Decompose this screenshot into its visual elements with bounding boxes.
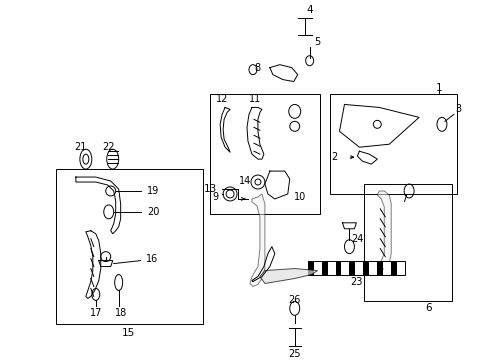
Text: 25: 25 [288,349,301,359]
Text: 26: 26 [288,296,300,305]
Bar [307,261,405,275]
Polygon shape [397,261,403,275]
Polygon shape [384,261,389,275]
Text: 24: 24 [350,234,363,244]
Polygon shape [377,261,383,275]
Text: 6: 6 [425,303,431,313]
Text: 22: 22 [102,142,115,152]
Text: 1: 1 [435,82,441,93]
Text: 4: 4 [305,5,312,15]
Polygon shape [390,261,396,275]
Text: 17: 17 [89,308,102,318]
Bar [329,94,456,194]
Polygon shape [260,269,317,283]
Text: 16: 16 [146,253,158,264]
Text: 23: 23 [349,278,362,288]
Polygon shape [307,261,313,275]
Polygon shape [321,261,327,275]
Text: 19: 19 [147,186,159,196]
Text: 13: 13 [203,184,216,194]
Text: 11: 11 [248,94,261,104]
Text: 15: 15 [122,328,135,338]
Polygon shape [342,261,348,275]
Polygon shape [369,261,376,275]
Polygon shape [335,261,341,275]
Bar [210,94,319,214]
Text: 21: 21 [75,142,87,152]
Polygon shape [349,261,355,275]
Polygon shape [356,261,362,275]
Text: 2: 2 [331,152,337,162]
Text: 7: 7 [400,194,407,204]
Text: 8: 8 [254,63,261,73]
Bar [364,184,451,301]
Text: 20: 20 [147,207,160,217]
Polygon shape [363,261,368,275]
Text: 5: 5 [314,37,320,47]
Text: 12: 12 [216,94,228,104]
Polygon shape [249,194,264,287]
Text: 9: 9 [212,192,218,202]
Bar [56,169,203,324]
Text: 14: 14 [238,176,251,186]
Text: 18: 18 [114,308,126,318]
Text: 3: 3 [455,104,461,114]
Text: 10: 10 [293,192,305,202]
Polygon shape [314,261,320,275]
Polygon shape [328,261,334,275]
Polygon shape [377,191,390,271]
